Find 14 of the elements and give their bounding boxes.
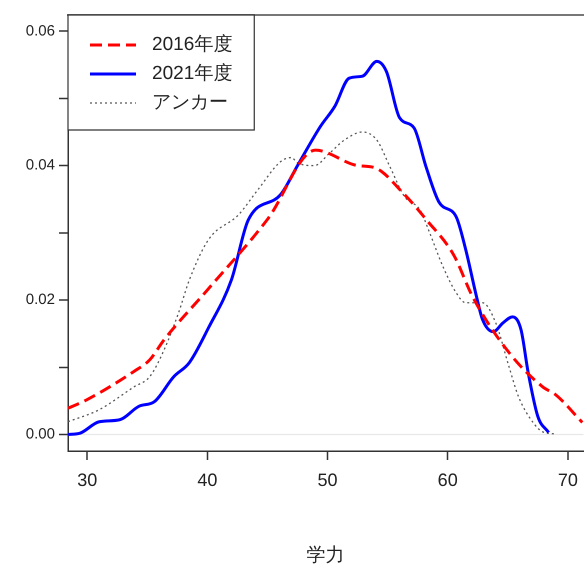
- x-tick-label: 40: [197, 470, 218, 490]
- y-tick-label: 0.02: [26, 291, 55, 308]
- legend-label: 2021年度: [152, 62, 232, 84]
- y-tick-label: 0.00: [26, 426, 55, 443]
- x-tick-label: 60: [438, 470, 458, 490]
- y-tick-label: 0.04: [26, 156, 55, 174]
- y-tick-label: 0.06: [26, 22, 55, 40]
- x-axis-title: 学力: [306, 544, 345, 566]
- legend-label: 2016年度: [152, 33, 232, 56]
- x-tick-label: 50: [318, 470, 338, 490]
- line-series: [68, 60, 550, 436]
- x-tick-label: 70: [558, 470, 578, 490]
- legend-label: アンカー: [152, 92, 228, 114]
- x-tick-label: 30: [77, 470, 98, 490]
